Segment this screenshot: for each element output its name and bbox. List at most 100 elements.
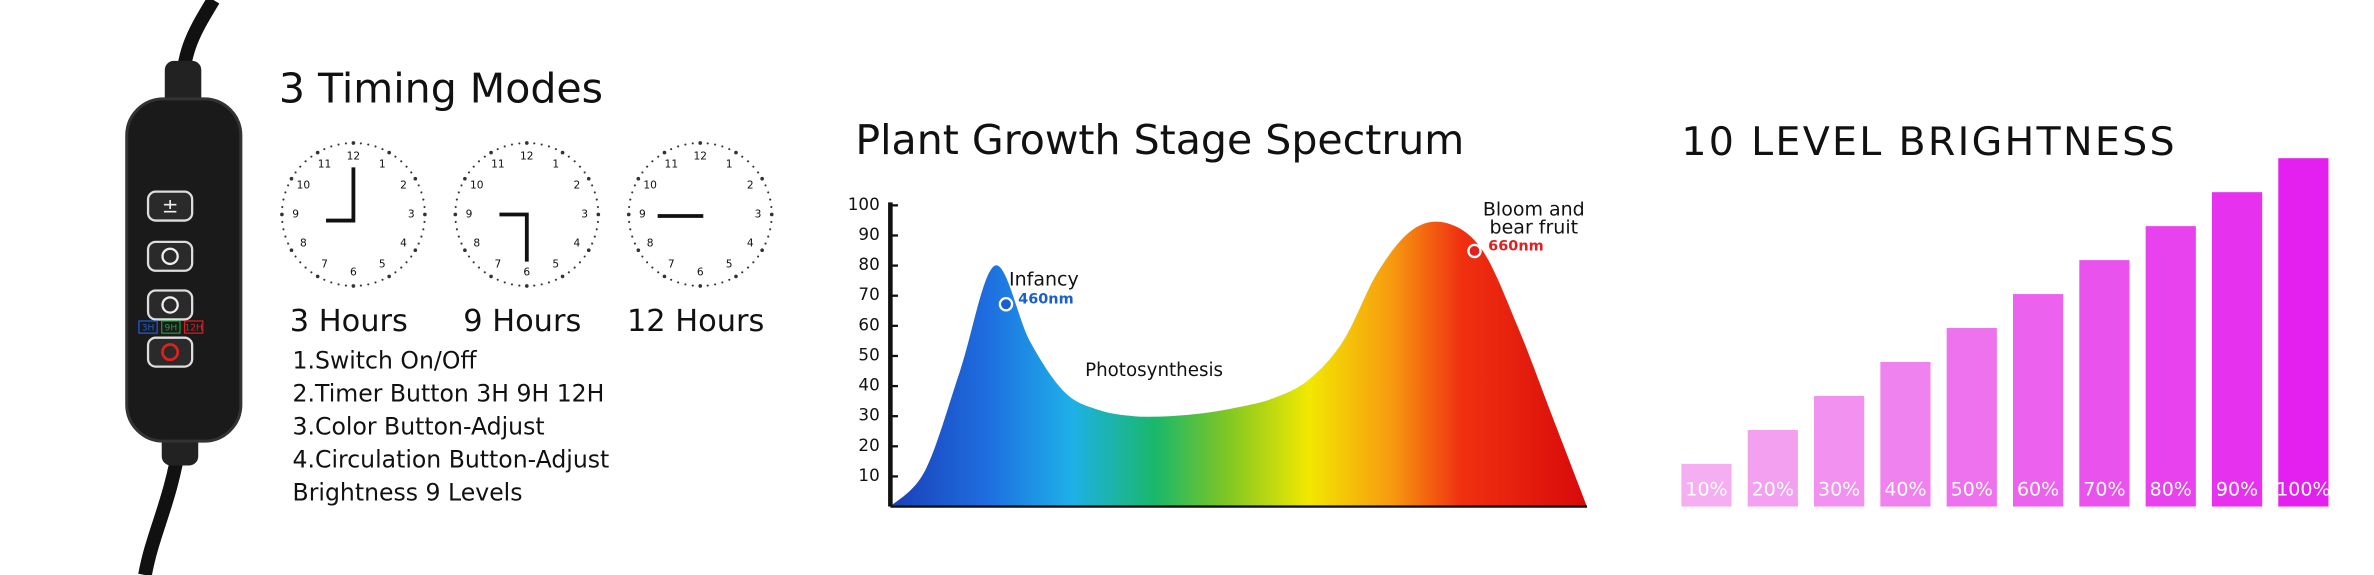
clock-tick (287, 242, 290, 245)
clock-tick (769, 212, 774, 217)
clock-tick (381, 278, 384, 281)
bar-label: 30% (1818, 478, 1860, 500)
clock-tick (344, 142, 347, 145)
clock-tick (560, 274, 565, 279)
clock-tick (560, 150, 565, 155)
clock-tick (629, 198, 632, 201)
marker (1467, 243, 1482, 259)
clock-tick (351, 141, 356, 145)
clock-tick (547, 281, 550, 284)
clock-tick (284, 191, 287, 194)
clock-tick (294, 255, 297, 258)
clock-tick (628, 205, 631, 209)
annotation: Bloom and (1483, 198, 1585, 220)
dial-number: 10 (643, 179, 657, 192)
clock-tick (337, 283, 340, 286)
clock-tick (400, 266, 403, 269)
clock-tick (626, 212, 631, 217)
y-tick-label: 20 (858, 435, 879, 455)
label-box (183, 320, 204, 334)
clock-tick (721, 145, 724, 148)
clock-tick (423, 220, 426, 224)
clock-tick (770, 205, 773, 209)
clock-tick (323, 278, 326, 281)
annotation: bear fruit (1490, 217, 1579, 239)
clock-tick (595, 228, 598, 231)
dial-number: 7 (495, 258, 502, 271)
clock-tick (410, 171, 413, 174)
bar (2211, 192, 2263, 507)
dial-number: 3 (755, 207, 762, 220)
clock-tick (455, 198, 458, 201)
clock-tick (374, 145, 377, 148)
bar-label: 10% (1685, 478, 1727, 500)
bar-label: 60% (2017, 478, 2059, 500)
clock-tick (684, 283, 687, 286)
instruction: 3.Color Button-Adjust (293, 413, 545, 441)
clock-tick (641, 255, 644, 258)
bar-label: 80% (2150, 478, 2192, 500)
clock-tick (518, 142, 521, 145)
y-tick-label: 60 (858, 314, 879, 334)
clock-tick (423, 212, 427, 217)
dial-number: 6 (523, 265, 530, 278)
dial-number: 9 (466, 207, 473, 220)
annotation: 460nm (1018, 292, 1073, 308)
dial-number: 9 (292, 207, 299, 220)
dial-number: 10 (470, 179, 484, 192)
clock-tick (554, 278, 557, 281)
clock-tick (764, 184, 767, 187)
clock-tick (330, 281, 333, 284)
clock-tick (734, 274, 738, 279)
button (146, 240, 194, 272)
clock-tick (593, 191, 596, 194)
dial-number: 12 (693, 150, 707, 163)
clock-tick (578, 165, 582, 168)
clock-tick (573, 160, 576, 163)
clock-tick (691, 142, 694, 145)
marker (998, 297, 1014, 312)
clock-tick (518, 284, 521, 287)
clock-tick (387, 274, 391, 279)
clock-tick (417, 184, 420, 187)
dial-number: 12 (520, 150, 534, 163)
dial-number: 9 (639, 207, 646, 220)
clock-tick (770, 220, 773, 224)
annotation: Infancy (1009, 268, 1079, 290)
clock-tick (757, 171, 760, 174)
clock-tick (496, 278, 499, 281)
clock-tick (651, 266, 654, 269)
instruction: 4.Circulation Button-Adjust (293, 446, 610, 474)
clock-tick (714, 283, 717, 286)
bar-label: 20% (1752, 478, 1794, 500)
power-icon (161, 343, 180, 362)
clock-tick (533, 284, 536, 287)
clock-tick (651, 160, 654, 163)
clock-tick (483, 155, 486, 158)
clock-tick (764, 242, 767, 245)
dial-number: 7 (321, 258, 328, 271)
clock-tick (472, 165, 475, 168)
clock-tick (596, 212, 601, 217)
clock-tick (706, 284, 709, 287)
controller-labels: 3H 9H 12H (138, 320, 204, 334)
clock-tick (477, 266, 481, 269)
controller-label: 12H (184, 323, 202, 333)
clock-tick (330, 145, 333, 148)
clock-tick (281, 205, 284, 209)
clock-tick (496, 148, 499, 151)
clock-tick (284, 235, 287, 238)
dial-number: 5 (379, 258, 386, 271)
dial-number: 6 (697, 265, 704, 278)
clock-tick (410, 255, 413, 258)
clock-tick (344, 284, 347, 287)
clock-tick (503, 145, 506, 148)
bar (2145, 226, 2196, 507)
spectrum-title: Plant Growth Stage Spectrum (855, 116, 1464, 164)
clock-hands (326, 167, 356, 223)
mode-label: 9 Hours (463, 304, 581, 339)
clock-tick (633, 242, 636, 245)
clock-tick (657, 155, 660, 158)
spectrum-chart: 10 20 30 40 50 60 70 80 90 100 Infancy 460nm Photosy… (848, 194, 1588, 508)
